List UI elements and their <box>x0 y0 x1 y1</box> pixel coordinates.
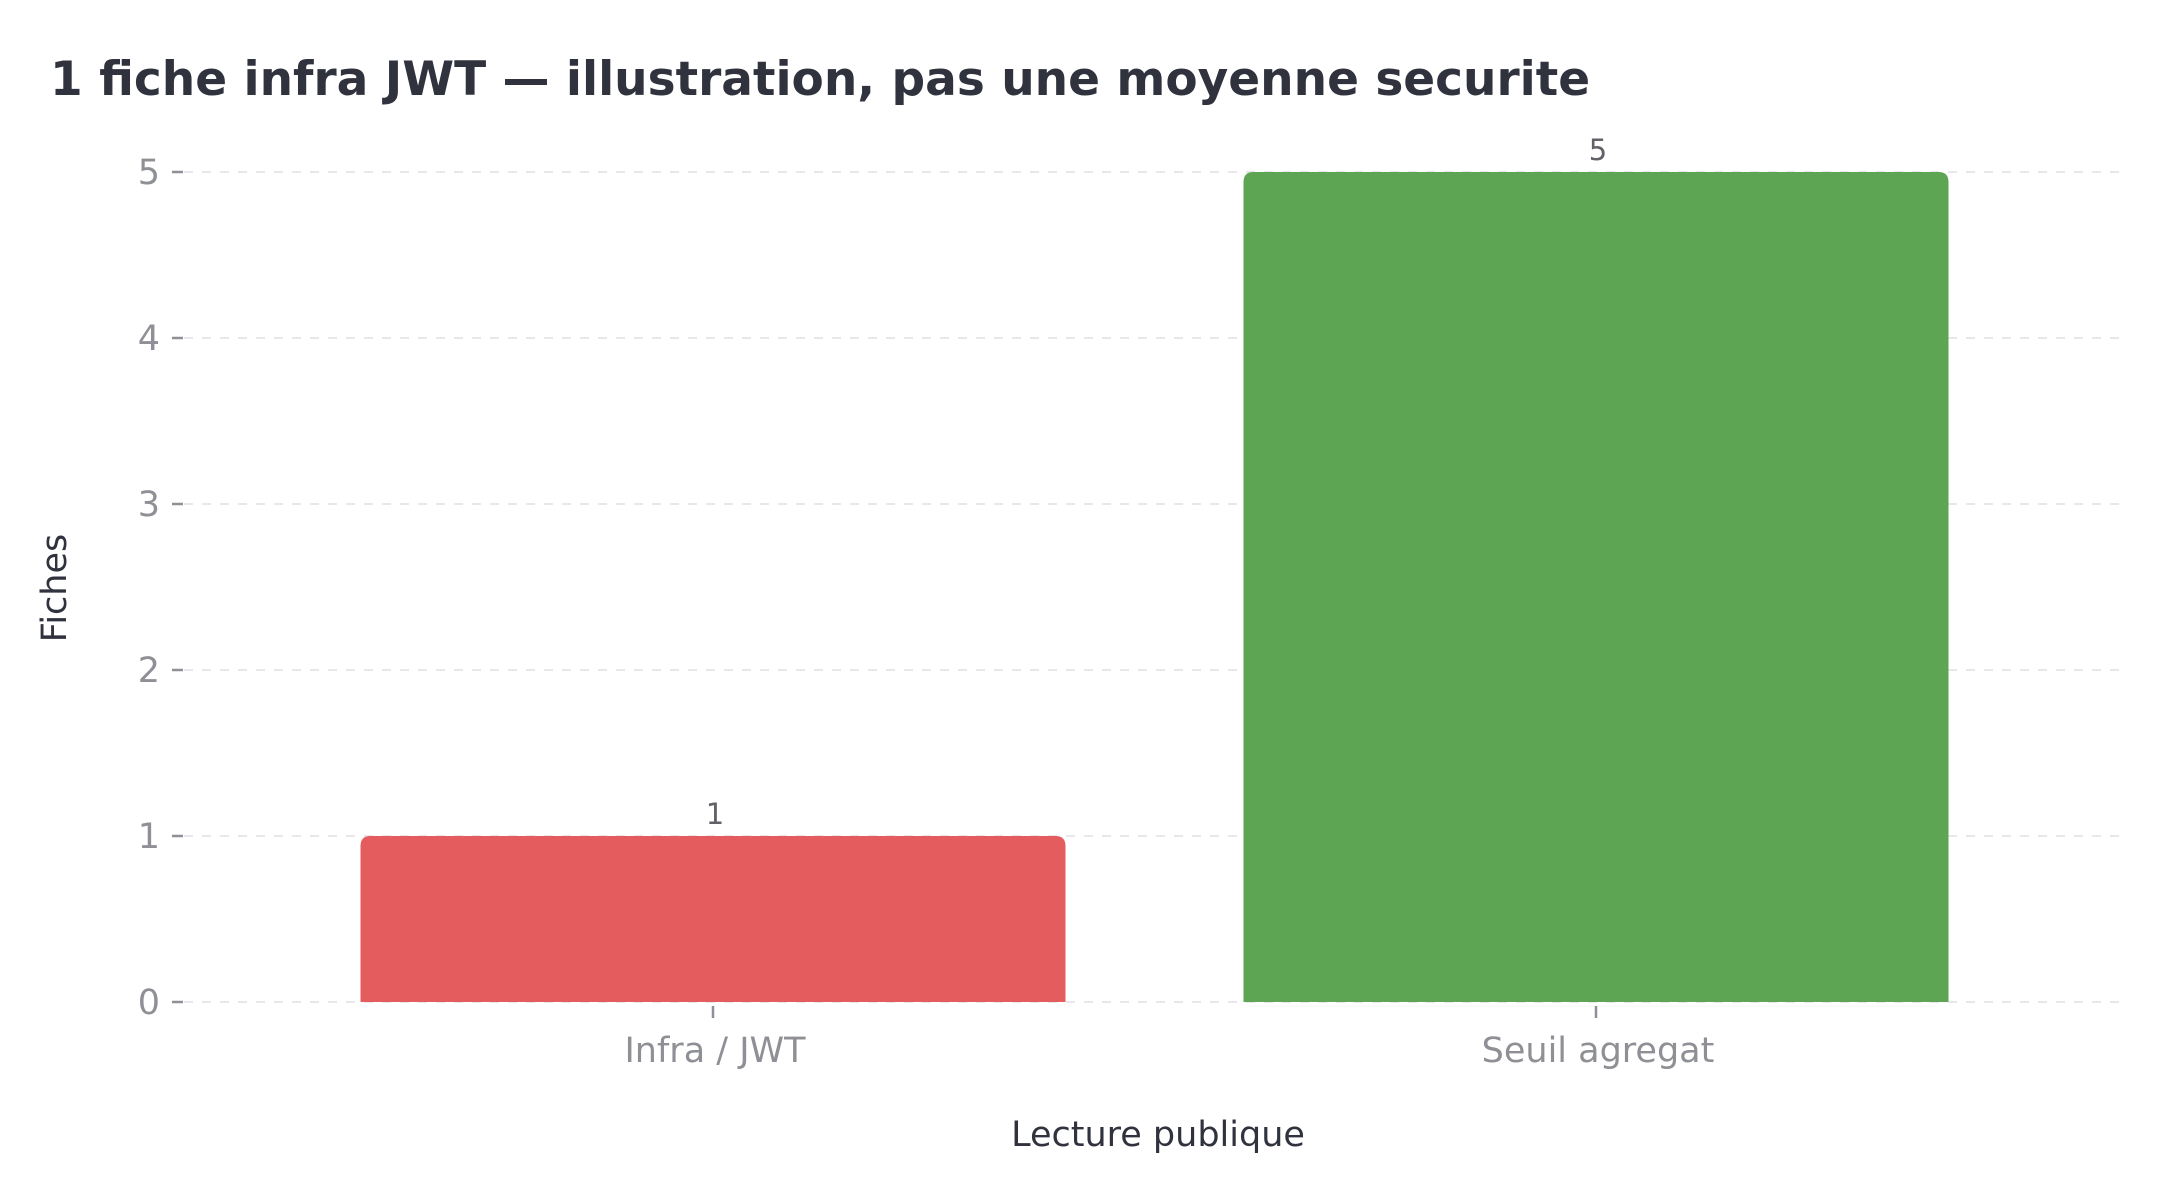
y-tick-label: 4 <box>138 319 160 359</box>
y-tick-label: 2 <box>138 651 160 691</box>
x-axis-label: Lecture publique <box>1011 1115 1305 1155</box>
data-label: 1 <box>706 797 724 831</box>
chart-title: 1 fiche infra JWT — illustration, pas un… <box>50 52 1590 107</box>
y-axis: 0 1 2 3 4 5 <box>138 153 183 1023</box>
data-label: 5 <box>1589 133 1607 167</box>
y-tick-label: 3 <box>138 485 160 525</box>
x-axis: Infra / JWT Seuil agregat <box>624 1006 1714 1071</box>
bar <box>360 836 1066 1002</box>
y-tick-label: 0 <box>138 983 160 1023</box>
data-labels: 15 <box>706 133 1607 831</box>
y-axis-label: Fiches <box>35 534 75 643</box>
x-tick-label: Infra / JWT <box>624 1031 806 1071</box>
y-tick-label: 5 <box>138 153 160 193</box>
x-tick-label: Seuil agregat <box>1482 1031 1715 1071</box>
bar <box>1243 172 1949 1002</box>
bars <box>360 172 1949 1002</box>
y-tick-label: 1 <box>138 817 160 857</box>
